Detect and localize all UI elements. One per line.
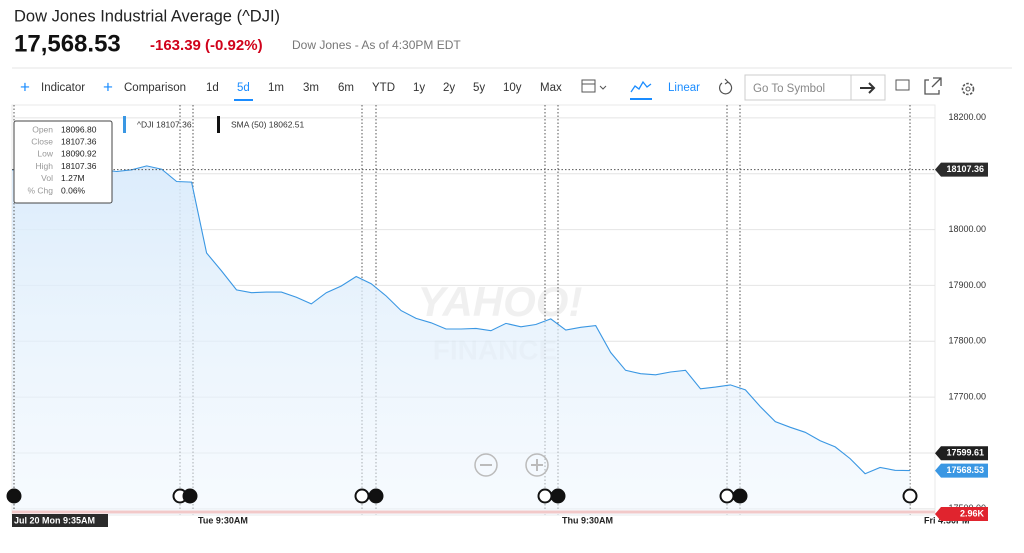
y-tick-label: 17900.00 [948, 280, 986, 290]
event-marker[interactable] [368, 488, 384, 504]
volume-badge: 2.96K [960, 508, 985, 518]
print-icon[interactable] [895, 79, 910, 91]
tooltip-value: 0.06% [61, 185, 86, 195]
chart-type-icon[interactable] [630, 80, 652, 100]
last-price-badge-bg [935, 463, 988, 478]
x-tick-label: Thu 9:30AM [562, 515, 613, 525]
y-tick-label: 17800.00 [948, 336, 986, 346]
range-button[interactable]: Max [540, 82, 562, 94]
crosshair-badge-bg [935, 162, 988, 177]
range-button[interactable]: YTD [372, 82, 395, 94]
price-line [11, 165, 911, 475]
popout-icon[interactable] [924, 77, 942, 95]
tooltip-label: Close [31, 136, 53, 146]
tooltip-label: Open [32, 124, 53, 134]
x-tick-label: Tue 9:30AM [198, 515, 248, 525]
plus-icon[interactable]: + [20, 77, 30, 96]
overlay: 18107.36 17599.61 17568.53 ^DJI 18107.36 SMA… [6, 105, 988, 527]
range-button[interactable]: 1y [413, 82, 425, 94]
range-button[interactable]: 1m [268, 82, 284, 94]
y-tick-label: 18000.00 [948, 224, 986, 234]
range-selector: 1d 5d 1m 3m 6m YTD 1y 2y 5y 10y Max [206, 82, 562, 101]
volume-badge-bg [935, 507, 988, 521]
price-area [12, 165, 910, 515]
plus-icon[interactable]: + [103, 77, 113, 96]
range-button[interactable]: 2y [443, 82, 455, 94]
event-marker[interactable] [719, 488, 735, 504]
y-tick-label: 17700.00 [948, 392, 986, 402]
legend-swatch [123, 116, 126, 133]
tooltip-value: 18107.36 [61, 136, 97, 146]
quote-note: Dow Jones - As of 4:30PM EDT [292, 38, 461, 52]
quote-price: 17,568.53 [14, 30, 121, 57]
crosshair-badge: 18107.36 [946, 164, 984, 174]
y-tick-label: 18200.00 [948, 112, 986, 122]
tooltip-box [13, 120, 113, 204]
sma-badge-bg [935, 446, 988, 461]
legend-entry: SMA (50) 18062.51 [231, 119, 305, 129]
range-button[interactable]: 3m [303, 82, 319, 94]
marks [11, 165, 911, 515]
zoom-button[interactable] [525, 453, 549, 477]
event-marker[interactable] [550, 488, 566, 504]
x-label-bg [12, 514, 108, 527]
reset-icon[interactable] [718, 78, 733, 95]
tooltip-value: 18107.36 [61, 161, 97, 171]
settings-icon[interactable] [961, 82, 975, 96]
event-marker[interactable] [182, 488, 198, 504]
sma-badge: 17599.61 [946, 448, 984, 458]
legend-swatch [217, 116, 220, 133]
comparison-button[interactable]: Comparison [124, 82, 186, 94]
tooltip-value: 18090.92 [61, 149, 97, 159]
arrow-icon [860, 82, 876, 94]
quote-title: Dow Jones Industrial Average (^DJI) [14, 7, 280, 25]
x-tick-label: Jul 20 Mon 9:35AM [14, 515, 95, 525]
tooltip-value: 18096.80 [61, 124, 97, 134]
range-button[interactable]: 10y [503, 82, 522, 94]
indicator-button[interactable]: Indicator [41, 82, 85, 94]
event-marker[interactable] [537, 488, 553, 504]
range-button[interactable]: 5d [237, 82, 250, 94]
last-price-badge: 17568.53 [946, 465, 984, 475]
calendar-icon[interactable] [581, 79, 607, 93]
scale-button[interactable]: Linear [668, 82, 700, 94]
event-marker[interactable] [732, 488, 748, 504]
event-marker[interactable] [354, 488, 370, 504]
symbol-input[interactable] [744, 74, 852, 101]
watermark: YAHOO! [418, 278, 583, 325]
tooltip-label: % Chg [27, 185, 53, 195]
event-marker[interactable] [902, 488, 918, 504]
range-button[interactable]: 5y [473, 82, 485, 94]
range-button[interactable]: 1d [206, 82, 219, 94]
quote-change: -163.39 (-0.92%) [150, 37, 263, 54]
range-button[interactable]: 6m [338, 82, 354, 94]
tooltip-label: High [36, 161, 54, 171]
tooltip-label: Vol [41, 173, 53, 183]
settings-icon-center [965, 86, 971, 92]
tooltip-label: Low [37, 149, 53, 159]
legend-entry: ^DJI 18107.36 [137, 119, 192, 129]
event-marker[interactable] [6, 488, 22, 504]
tooltip-value: 1.27M [61, 173, 85, 183]
symbol-placeholder: Go To Symbol [753, 83, 825, 95]
zoom-button[interactable] [474, 453, 498, 477]
